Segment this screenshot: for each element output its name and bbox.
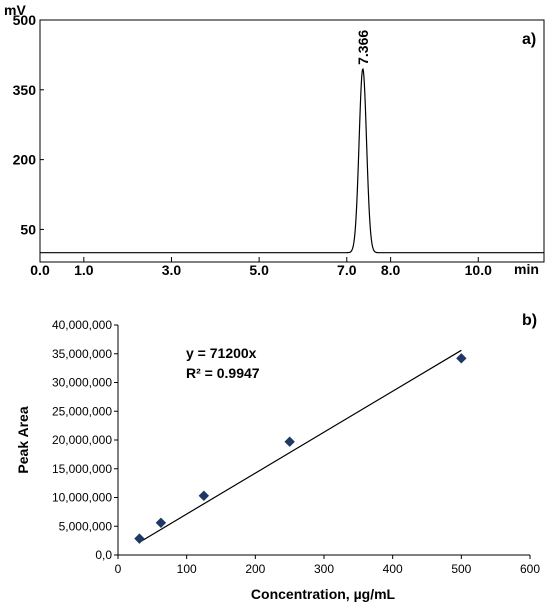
x-tick-label: 10.0 — [465, 262, 492, 278]
x-tick-label: 1.0 — [74, 262, 94, 278]
y-tick-label: 30,000,000 — [52, 376, 112, 390]
calibration-y-ticks: 0,0 5,000,000 10,000,000 15,000,000 20,000,0… — [52, 318, 118, 562]
y-unit-label: mV — [4, 2, 26, 18]
panel-label-a: a) — [522, 31, 536, 48]
y-tick-label: 50 — [20, 221, 36, 237]
x-tick-label: 300 — [314, 562, 334, 576]
x-unit-label: min — [514, 261, 539, 277]
x-tick-label: 200 — [245, 562, 265, 576]
trendline — [139, 349, 462, 543]
x-tick-label: 100 — [177, 562, 197, 576]
data-point-marker — [284, 436, 295, 447]
y-tick-label: 40,000,000 — [52, 318, 112, 332]
calibration-panel: 0,0 5,000,000 10,000,000 15,000,000 20,000,0… — [15, 312, 540, 602]
x-tick-label: 5.0 — [249, 262, 269, 278]
chromatogram-x-ticks: 0.0 1.0 3.0 5.0 7.0 8.0 10.0 — [30, 257, 492, 278]
data-points — [134, 353, 467, 544]
y-tick-label: 0,0 — [95, 548, 112, 562]
x-tick-label: 8.0 — [381, 262, 401, 278]
regression-equation: y = 71200x — [186, 345, 257, 361]
y-tick-label: 20,000,000 — [52, 433, 112, 447]
peak-label: 7.366 — [355, 30, 371, 65]
x-tick-label: 0 — [115, 562, 122, 576]
y-tick-label: 5,000,000 — [59, 519, 113, 533]
panel-label-b: b) — [522, 312, 537, 329]
data-point-marker — [456, 353, 467, 364]
y-tick-label: 15,000,000 — [52, 462, 112, 476]
chromatogram-trace — [40, 68, 544, 254]
data-point-marker — [155, 517, 167, 529]
y-tick-label: 200 — [13, 152, 37, 168]
y-tick-label: 500 — [13, 12, 37, 28]
x-tick-label: 7.0 — [337, 262, 357, 278]
chromatogram-panel: 50 200 350 500 0.0 1.0 3.0 5.0 7.0 8.0 10.0 7.366… — [4, 2, 545, 278]
chromatogram-frame — [39, 19, 545, 263]
x-tick-label: 3.0 — [162, 262, 182, 278]
y-tick-label: 25,000,000 — [52, 404, 112, 418]
x-tick-label: 600 — [520, 562, 540, 576]
chromatogram-y-ticks: 50 200 350 500 — [13, 12, 44, 237]
data-point-marker — [134, 533, 145, 544]
y-axis-title: Peak Area — [15, 406, 31, 473]
y-tick-label: 35,000,000 — [52, 347, 112, 361]
x-axis-title: Concentration, µg/mL — [251, 586, 396, 602]
calibration-x-ticks: 0 100 200 300 400 500 600 — [115, 555, 540, 576]
data-point-marker — [198, 490, 210, 501]
r-squared: R² = 0.9947 — [186, 365, 260, 381]
x-tick-label: 500 — [451, 562, 471, 576]
y-tick-label: 350 — [13, 82, 37, 98]
x-tick-label: 400 — [383, 562, 403, 576]
x-tick-label: 0.0 — [30, 262, 50, 278]
y-tick-label: 10,000,000 — [52, 491, 112, 505]
